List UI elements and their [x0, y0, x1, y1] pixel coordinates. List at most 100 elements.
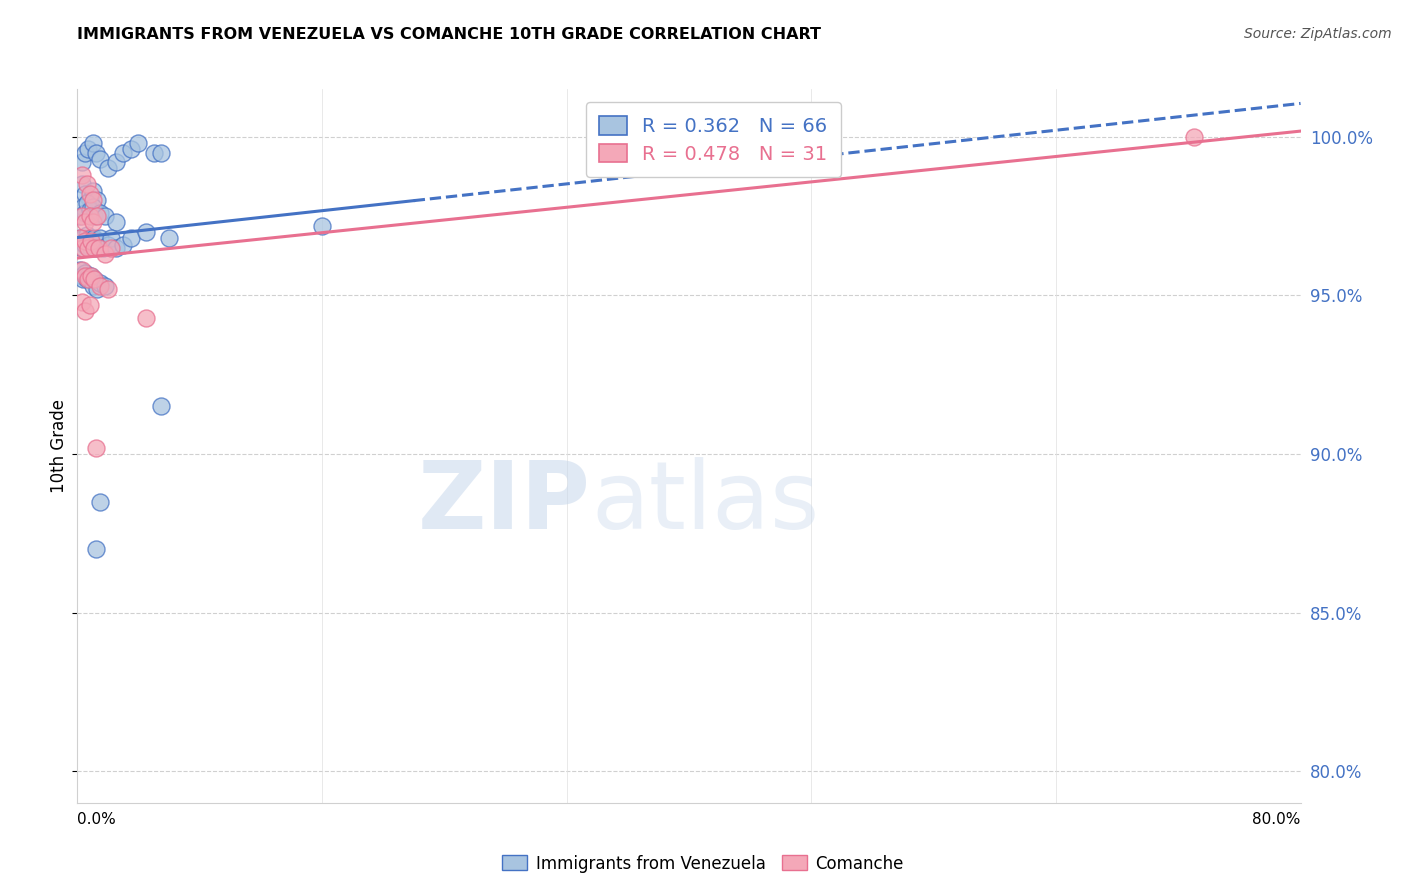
Point [79, 272, 101, 286]
Point [150, 145, 173, 160]
Point [70, 294, 93, 309]
Point [86, 282, 108, 296]
Text: IMMIGRANTS FROM VENEZUELA VS COMANCHE 10TH GRADE CORRELATION CHART: IMMIGRANTS FROM VENEZUELA VS COMANCHE 10… [77, 27, 821, 42]
Point [73, 269, 96, 284]
Point [150, 400, 173, 414]
Point [73, 206, 96, 220]
Point [97, 282, 120, 296]
Point [86, 209, 108, 223]
Point [83, 272, 105, 286]
Point [100, 241, 122, 255]
Point [84, 145, 107, 160]
Point [100, 231, 122, 245]
Point [82, 136, 104, 150]
Point [79, 298, 101, 312]
Point [128, 136, 150, 150]
Point [77, 241, 100, 255]
Point [73, 304, 96, 318]
Point [94, 278, 117, 293]
Point [76, 228, 98, 243]
Text: 80.0%: 80.0% [1253, 813, 1301, 827]
Point [72, 231, 94, 245]
Point [79, 193, 101, 207]
Point [89, 206, 111, 220]
Point [70, 155, 93, 169]
Point [83, 231, 105, 245]
Point [82, 193, 104, 207]
Point [79, 209, 101, 223]
Point [112, 145, 135, 160]
Point [70, 263, 93, 277]
Point [84, 542, 107, 557]
Point [73, 145, 96, 160]
Point [70, 209, 93, 223]
Point [142, 145, 165, 160]
Point [77, 272, 100, 286]
Point [69, 209, 91, 223]
Point [91, 241, 114, 255]
Point [89, 152, 111, 166]
Point [70, 178, 93, 192]
Point [87, 241, 110, 255]
Point [79, 202, 101, 217]
Point [135, 225, 157, 239]
Point [89, 278, 111, 293]
Point [83, 241, 105, 255]
Text: atlas: atlas [591, 457, 820, 549]
Point [72, 241, 94, 255]
Point [69, 263, 91, 277]
Point [97, 237, 120, 252]
Point [82, 237, 104, 252]
Point [77, 269, 100, 284]
Point [70, 241, 93, 255]
Point [1182, 129, 1205, 144]
Point [97, 161, 120, 176]
Point [80, 269, 103, 284]
Point [72, 200, 94, 214]
Point [104, 215, 127, 229]
Point [311, 219, 333, 233]
Text: 0.0%: 0.0% [77, 813, 117, 827]
Point [70, 269, 93, 284]
Point [135, 310, 157, 325]
Point [73, 237, 96, 252]
Point [82, 215, 104, 229]
Point [79, 231, 101, 245]
Point [73, 215, 96, 229]
Point [84, 241, 107, 255]
Point [86, 235, 108, 249]
Point [79, 186, 101, 201]
Point [104, 155, 127, 169]
Text: ZIP: ZIP [418, 457, 591, 549]
Point [157, 231, 180, 245]
Point [94, 247, 117, 261]
Point [83, 272, 105, 286]
Point [89, 231, 111, 245]
Point [104, 241, 127, 255]
Point [73, 266, 96, 280]
Point [80, 235, 103, 249]
Point [94, 209, 117, 223]
Legend: Immigrants from Venezuela, Comanche: Immigrants from Venezuela, Comanche [495, 848, 911, 880]
Point [77, 235, 100, 249]
Point [80, 269, 103, 284]
Point [76, 178, 98, 192]
Point [80, 241, 103, 255]
Text: Source: ZipAtlas.com: Source: ZipAtlas.com [1244, 27, 1392, 41]
Point [82, 184, 104, 198]
Legend: R = 0.362   N = 66, R = 0.478   N = 31: R = 0.362 N = 66, R = 0.478 N = 31 [586, 103, 841, 178]
Point [77, 143, 100, 157]
Y-axis label: 10th Grade: 10th Grade [51, 399, 69, 493]
Point [76, 272, 98, 286]
Point [112, 237, 135, 252]
Point [69, 231, 91, 245]
Point [86, 193, 108, 207]
Point [72, 272, 94, 286]
Point [120, 231, 142, 245]
Point [76, 196, 98, 211]
Point [73, 186, 96, 201]
Point [70, 168, 93, 182]
Point [69, 231, 91, 245]
Point [82, 200, 104, 214]
Point [82, 278, 104, 293]
